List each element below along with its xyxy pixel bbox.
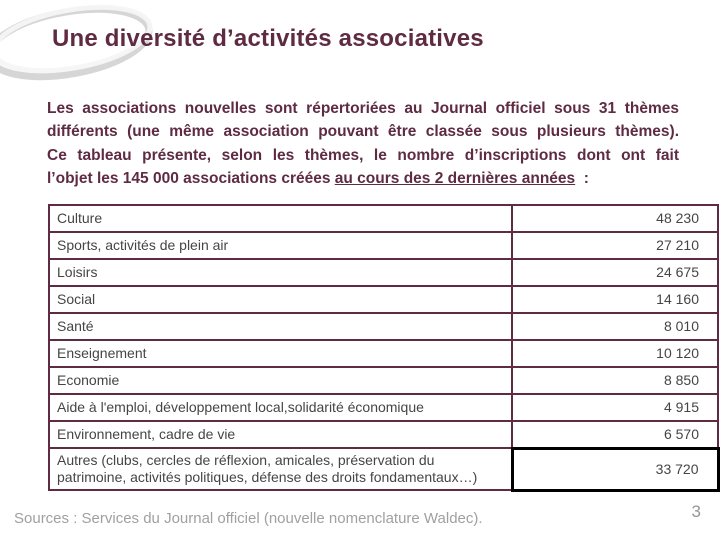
table-row: Santé 8 010: [48, 312, 719, 341]
row-label: Social: [48, 285, 513, 314]
table-row: Environnement, cadre de vie 6 570: [48, 420, 719, 449]
row-value: 8 850: [511, 366, 719, 395]
row-label: Enseignement: [48, 339, 513, 368]
row-value: 4 915: [511, 393, 719, 422]
intro-line-2: différents (une même association pouvant…: [47, 123, 679, 141]
intro-line-4-underlined: au cours des 2 dernières années: [334, 170, 576, 188]
row-label: Culture: [48, 204, 513, 233]
row-label: Economie: [48, 366, 513, 395]
page-title: Une diversité d’activités associatives: [52, 25, 484, 52]
table-row: Economie 8 850: [48, 366, 719, 395]
table-row: Autres (clubs, cercles de réflexion, ami…: [48, 446, 720, 492]
row-value-highlighted: 33 720: [510, 446, 720, 492]
table-row: Aide à l'emploi, développement local,sol…: [48, 393, 719, 422]
intro-line-1: Les associations nouvelles sont répertor…: [47, 100, 679, 117]
table-row: Enseignement 10 120: [48, 339, 719, 368]
table-row: Social 14 160: [48, 285, 719, 314]
row-label: Santé: [48, 312, 513, 341]
row-value: 8 010: [511, 312, 719, 341]
themes-table: Culture 48 230 Sports, activités de plei…: [48, 204, 720, 492]
row-value: 6 570: [511, 420, 719, 449]
swoosh-ellipse-icon: [0, 4, 153, 81]
row-label: Loisirs: [48, 258, 513, 287]
page-number: 3: [691, 502, 701, 521]
row-label: Aide à l'emploi, développement local,sol…: [48, 393, 513, 422]
table-row: Sports, activités de plein air 27 210: [48, 231, 719, 260]
intro-line-4-suffix: :: [575, 170, 589, 188]
intro-line-4: l’objet les 145 000 associations créées …: [47, 167, 679, 190]
footer-source: Sources : Services du Journal officiel (…: [14, 510, 483, 527]
row-label: Environnement, cadre de vie: [48, 420, 513, 449]
row-value: 24 675: [511, 258, 719, 287]
intro-line-3: Ce tableau présente, selon les thèmes, l…: [47, 146, 679, 164]
row-value: 10 120: [511, 339, 719, 368]
intro-paragraph: Les associations nouvelles sont répertor…: [47, 97, 679, 191]
intro-line-4-prefix: l’objet les 145 000 associations créées: [47, 170, 335, 188]
table-row: Culture 48 230: [48, 204, 719, 233]
row-value: 48 230: [511, 204, 719, 233]
row-label: Autres (clubs, cercles de réflexion, ami…: [48, 447, 513, 491]
table-row: Loisirs 24 675: [48, 258, 719, 287]
row-value: 27 210: [511, 231, 719, 260]
row-label: Sports, activités de plein air: [48, 231, 513, 260]
row-value: 14 160: [511, 285, 719, 314]
